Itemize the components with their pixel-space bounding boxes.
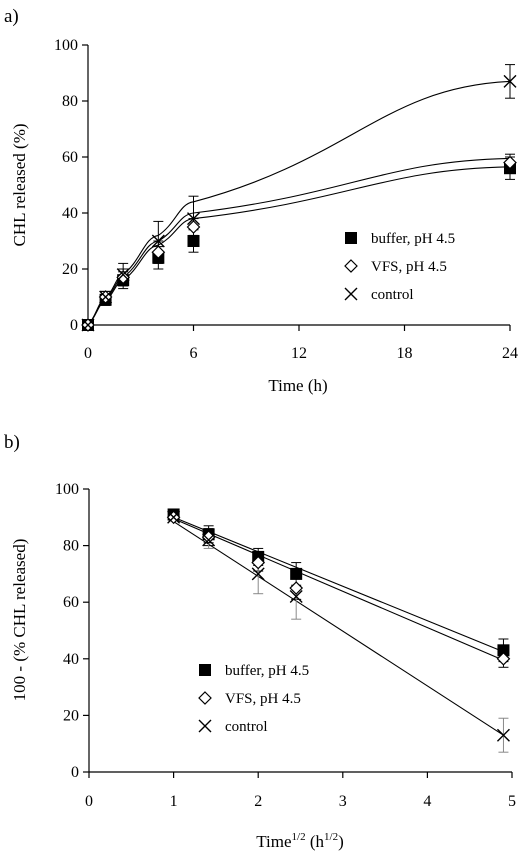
data-point-a-x [116,268,130,282]
legend-label-b: control [225,719,268,735]
data-point-b-x [202,533,216,547]
marks-b [166,508,511,753]
y-tick-label-b: 100 [55,481,79,498]
chart-panel-b: b) 0 20 40 60 80 100 0 1 2 3 4 5 buffer, pH 4.5 VFS,… [4,432,516,851]
data-point-b-x [251,567,265,581]
data-point-a-x [81,318,95,332]
legend-label-a: buffer, pH 4.5 [371,231,455,247]
y-tick-label-b: 0 [71,764,79,781]
y-tick-label-a: 60 [62,149,78,166]
x-axis-title-b: Time1/2 (h1/2) [256,831,344,851]
data-point-a-x [151,234,165,248]
x-tick-label-a: 12 [291,345,307,362]
y-tick-label-a: 0 [70,317,78,334]
legend-label-a: control [371,287,414,303]
data-point-a-open-diamond [503,155,517,170]
legend-a: buffer, pH 4.5 VFS, pH 4.5 control [344,231,455,303]
y-axis-title-b: 100 - (% CHL released) [10,539,29,702]
x-tick-label-a: 0 [84,345,92,362]
legend-label-b: buffer, pH 4.5 [225,663,309,679]
data-point-b-x [289,590,303,604]
x-tick-label-b: 2 [254,793,262,810]
y-tick-label-b: 40 [63,651,79,668]
data-point-b-open-diamond [251,555,266,570]
data-point-b-filled-square [290,567,303,580]
data-point-b-x [496,728,510,742]
fit-line-b-0 [173,516,504,653]
marks-a [81,64,517,332]
data-point-a-filled-square [187,235,200,247]
x-tick-label-b: 4 [423,793,431,810]
chart-panel-a: a) 0 20 40 60 80 100 0 6 12 18 24 buffer, pH 4.5 VF… [4,6,518,395]
axes-a: 0 20 40 60 80 100 0 6 12 18 24 [54,37,518,362]
axes-b: 0 20 40 60 80 100 0 1 2 3 4 5 [55,481,516,810]
panel-label-a: a) [4,6,19,27]
x-tick-label-a: 24 [502,345,518,362]
y-tick-label-a: 40 [62,205,78,222]
fit-line-b-1 [173,518,504,661]
data-point-a-x [503,74,517,88]
data-point-a-open-diamond [186,220,201,234]
x-tick-label-b: 1 [170,793,178,810]
panel-label-b: b) [4,432,20,453]
x-tick-label-b: 5 [508,793,516,810]
x-axis-title-a: Time (h) [268,376,327,395]
data-point-b-x [167,510,181,524]
fit-line-b-2 [173,521,504,736]
y-axis-title-a: CHL released (%) [10,123,29,246]
data-point-b-open-diamond [289,581,304,595]
data-point-b-open-diamond [496,651,511,666]
data-point-a-open-diamond [151,245,166,260]
y-tick-label-a: 20 [62,261,78,278]
legend-marker-a-x [344,287,358,301]
legend-label-b: VFS, pH 4.5 [225,691,301,707]
y-tick-label-a: 100 [54,37,78,54]
legend-marker-b-x [198,719,212,733]
y-tick-label-b: 60 [63,594,79,611]
data-point-a-x [99,290,113,304]
legend-marker-a-filled-square [345,232,357,244]
x-tick-label-b: 3 [339,793,347,810]
x-tick-label-a: 6 [190,345,198,362]
data-point-a-x [187,212,200,226]
legend-marker-a-open-diamond [344,259,358,273]
data-point-a-open-diamond [116,270,131,285]
x-tick-label-a: 18 [397,345,413,362]
legend-b: buffer, pH 4.5 VFS, pH 4.5 control [198,663,309,735]
y-tick-label-b: 80 [63,538,79,555]
x-tick-label-b: 0 [85,793,93,810]
legend-marker-b-filled-square [199,664,211,676]
y-tick-label-a: 80 [62,93,78,110]
legend-marker-b-open-diamond [198,691,212,705]
y-tick-label-b: 20 [63,707,79,724]
fit-line-a-2 [87,80,511,326]
legend-label-a: VFS, pH 4.5 [371,259,447,275]
